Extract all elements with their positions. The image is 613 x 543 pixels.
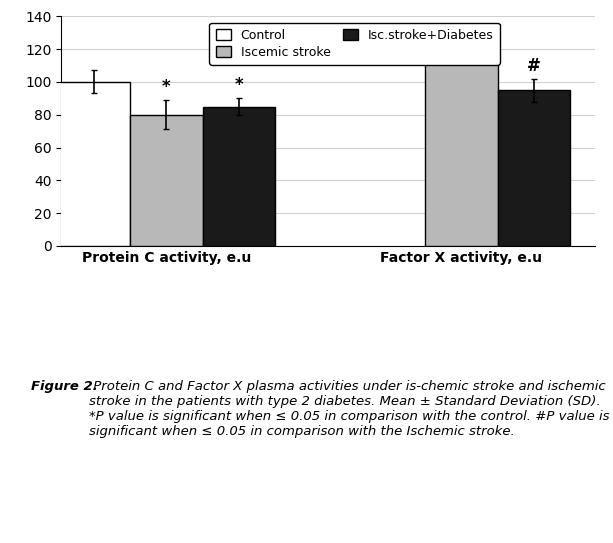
Bar (130, 115, 203, 246)
Text: *: * (162, 78, 170, 96)
Text: *: * (457, 24, 466, 42)
Text: Figure 2.: Figure 2. (31, 380, 97, 393)
Text: Protein C and Factor X plasma activities under is-chemic stroke and ischemic str: Protein C and Factor X plasma activities… (89, 380, 609, 438)
Bar (425, 54, 498, 246)
Bar (57, 82, 130, 246)
Bar (203, 106, 275, 246)
Text: *: * (235, 76, 243, 94)
Bar (498, 90, 570, 246)
Text: #: # (527, 56, 541, 74)
Legend: Control, Iscemic stroke, Isc.stroke+Diabetes: Control, Iscemic stroke, Isc.stroke+Diab… (209, 23, 500, 65)
